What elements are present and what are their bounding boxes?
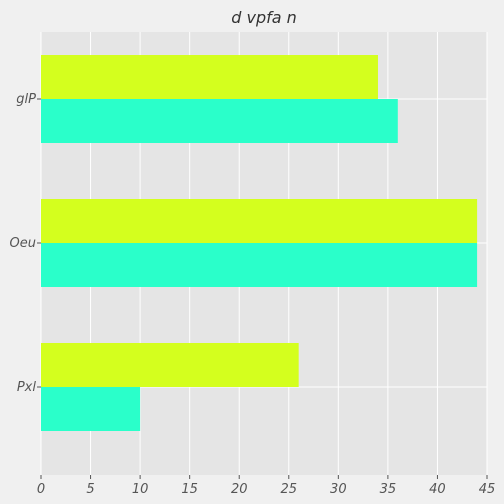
x-tick-label: 5 <box>86 482 94 497</box>
x-tick-label: 15 <box>181 482 198 497</box>
x-tick-label: 35 <box>380 482 397 497</box>
x-tick-label: 25 <box>281 482 298 497</box>
bar-glp-series-2 <box>41 99 398 143</box>
x-tick-label: 45 <box>479 482 496 497</box>
bar-glp-series-1 <box>41 55 378 99</box>
y-tick-label: Oeu <box>10 236 36 251</box>
y-tick-label: Pxl <box>17 380 37 395</box>
x-tick-label: 10 <box>132 482 149 497</box>
x-tick-label: 30 <box>330 482 347 497</box>
x-tick-label: 0 <box>37 482 45 497</box>
x-tick-label: 20 <box>231 482 248 497</box>
x-axis-ticks: 0 5 10 15 20 25 30 35 40 45 <box>37 475 495 497</box>
bar-oeu-series-2 <box>41 243 478 287</box>
bar-pxl-series-1 <box>41 343 299 387</box>
y-tick-label: glP <box>16 92 36 107</box>
bar-pxl-series-2 <box>41 387 141 431</box>
bars <box>41 55 478 431</box>
x-tick-label: 40 <box>429 482 446 497</box>
chart-title: d vpfa n <box>231 8 297 27</box>
bar-oeu-series-1 <box>41 199 478 243</box>
y-axis-ticks: glP Oeu Pxl <box>10 92 41 395</box>
